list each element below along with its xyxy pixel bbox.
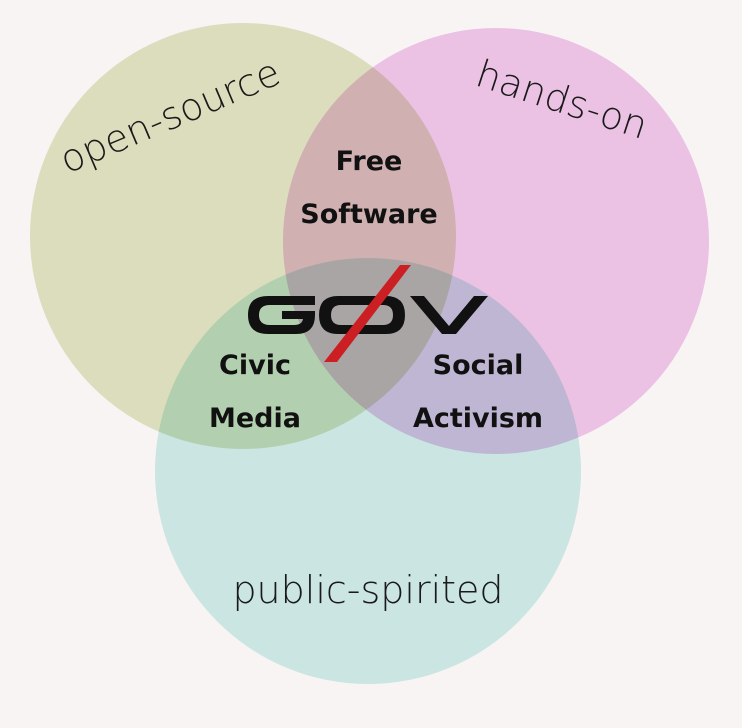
social-activism-label-line1: Social <box>433 350 524 381</box>
public-spirited-label: public-spirited <box>232 568 503 612</box>
civic-media-label-line2: Media <box>209 403 301 434</box>
gov-logo <box>248 265 488 362</box>
logo-slash <box>324 265 411 362</box>
free-software-label-line2: Software <box>300 199 437 230</box>
civic-media-label-line1: Civic <box>219 350 291 381</box>
logo-letter-v <box>410 296 488 334</box>
free-software-label-line1: Free <box>336 146 403 177</box>
public-spirited-circle <box>155 258 581 684</box>
social-activism-label-line2: Activism <box>413 403 543 434</box>
logo-letter-g <box>248 296 315 334</box>
